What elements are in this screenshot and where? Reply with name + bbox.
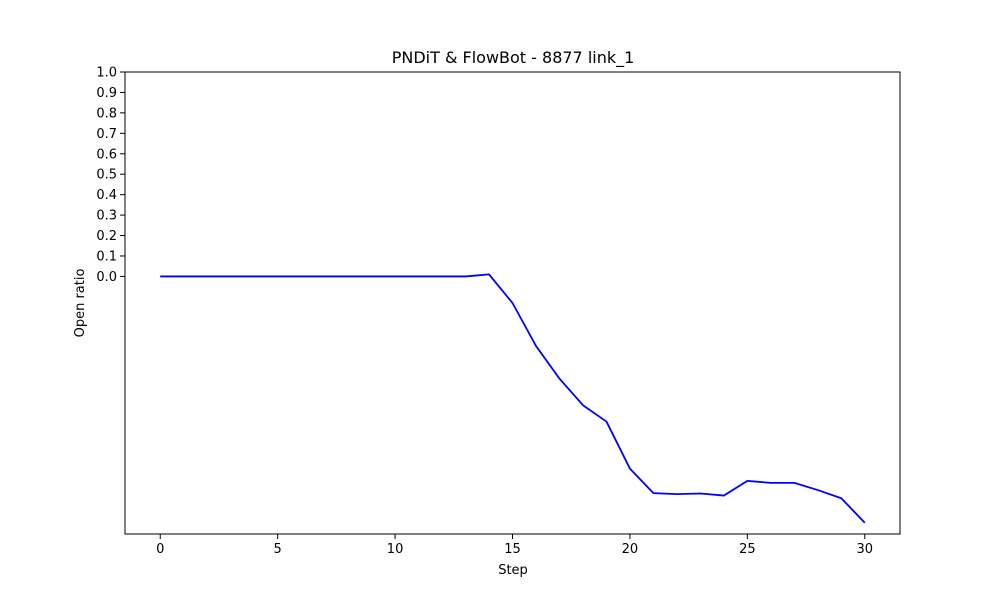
x-tick-label: 0	[156, 542, 164, 557]
y-tick-label: 0.7	[96, 127, 117, 142]
x-tick-label: 30	[856, 542, 873, 557]
y-tick-label: 1.0	[96, 66, 117, 81]
y-tick-label: 0.9	[96, 86, 117, 101]
y-tick-label: 0.8	[96, 106, 117, 121]
x-tick-label: 15	[504, 542, 521, 557]
chart-title: PNDiT & FlowBot - 8877 link_1	[392, 48, 635, 68]
y-tick-label: 0.6	[96, 147, 117, 162]
x-axis-label: Step	[498, 563, 528, 578]
x-axis: 0 5 10 15 20 25 30	[156, 534, 873, 557]
y-tick-label: 0.4	[96, 188, 117, 203]
series-line	[160, 273, 866, 524]
x-tick-label: 10	[387, 542, 404, 557]
y-axis-label: Open ratio	[73, 269, 88, 338]
x-tick-label: 20	[622, 542, 639, 557]
y-tick-label: 0.3	[96, 209, 117, 224]
y-tick-label: 0.0	[96, 270, 117, 285]
y-axis: 0.0 0.1 0.2 0.3 0.4 0.5 0.6 0.7 0.8 0.9 1.0	[96, 66, 125, 285]
x-tick-label: 25	[739, 542, 756, 557]
y-tick-label: 0.1	[96, 249, 117, 264]
y-tick-label: 0.2	[96, 229, 117, 244]
y-tick-label: 0.5	[96, 168, 117, 183]
plot-area	[160, 273, 866, 524]
x-tick-label: 5	[274, 542, 282, 557]
